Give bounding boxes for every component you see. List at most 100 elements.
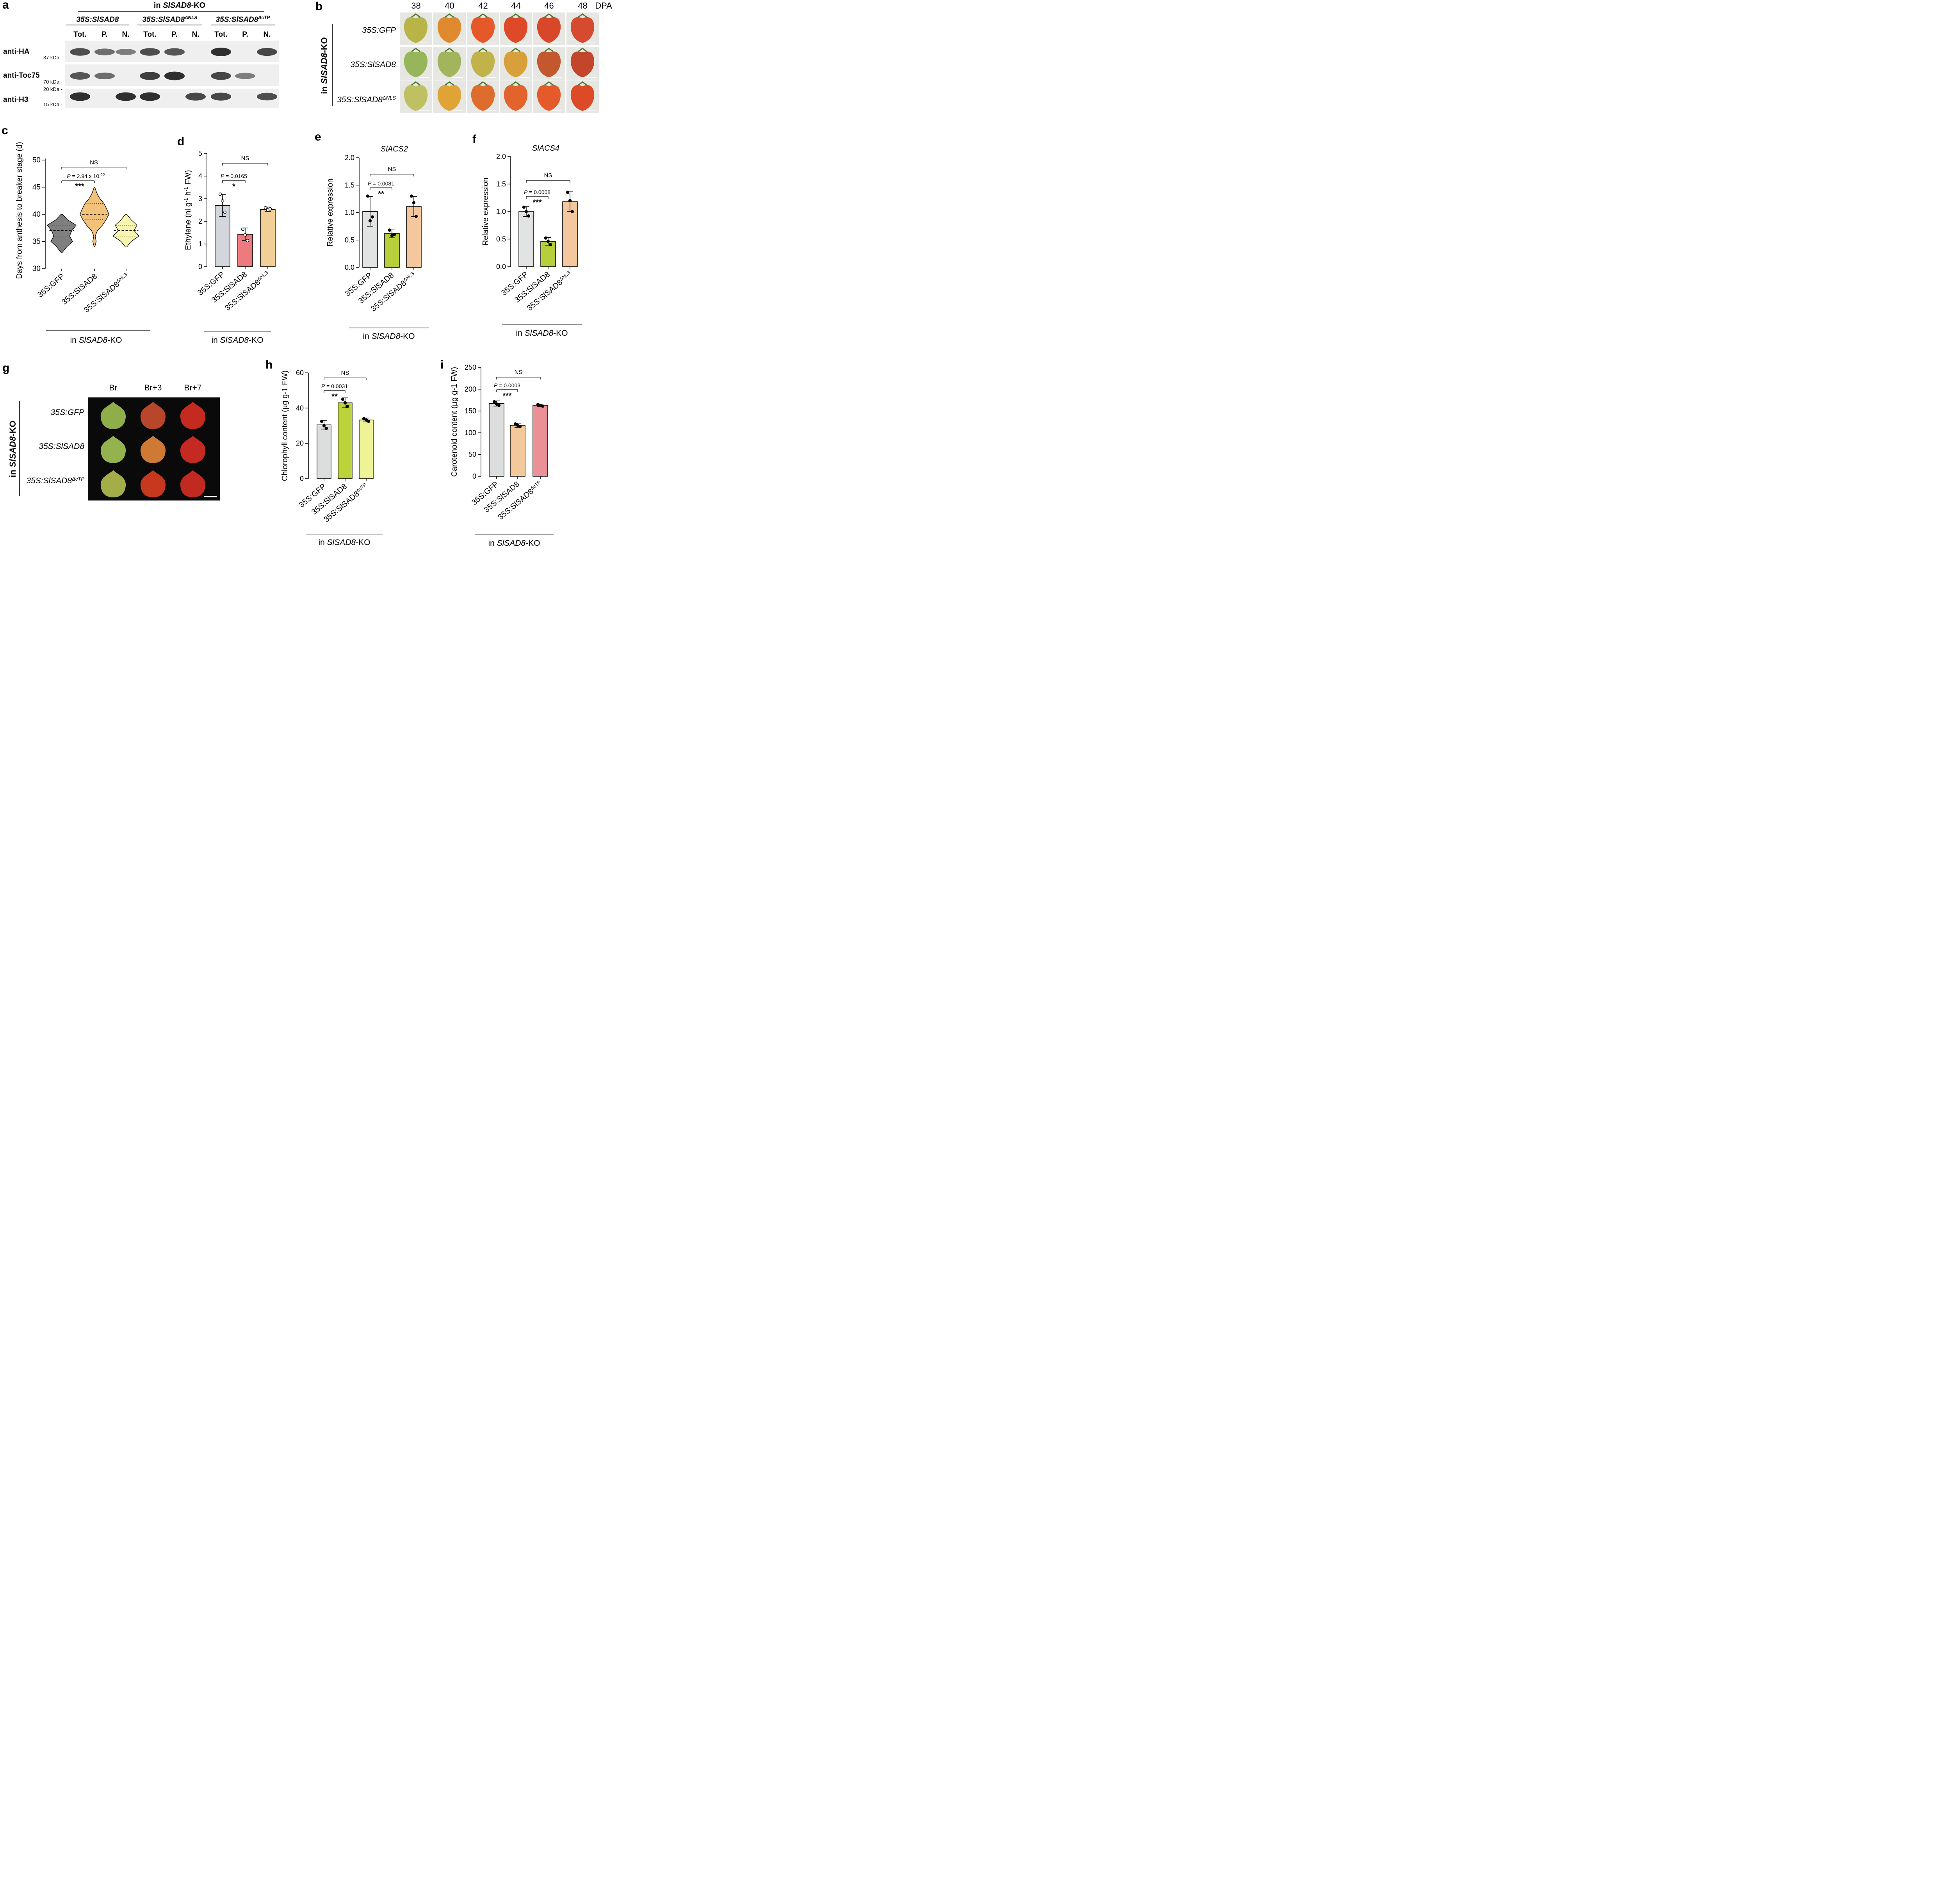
blot-band xyxy=(257,48,277,56)
y-tick-label: 30 xyxy=(32,265,41,273)
p-value: P = 2.94 x 10-22 xyxy=(67,173,105,180)
tomato-fruit xyxy=(404,51,428,77)
data-point xyxy=(221,199,224,203)
y-tick-label: 0.0 xyxy=(496,263,506,271)
data-point xyxy=(495,402,499,406)
data-point xyxy=(546,239,550,243)
p-value: P = 0.0031 xyxy=(321,383,348,389)
row-genotype: 35S:GFP xyxy=(51,408,84,417)
tomato-fruit xyxy=(504,51,528,77)
fraction-label: P. xyxy=(102,30,108,39)
bar xyxy=(237,234,253,267)
y-tick-label: 1.0 xyxy=(345,209,354,217)
blot-band xyxy=(116,92,136,101)
tomato-calyx xyxy=(478,13,488,18)
antibody-label: anti-HA xyxy=(3,48,30,56)
data-point xyxy=(322,424,326,427)
tomato-fruit xyxy=(471,17,495,43)
y-tick-label: 2.0 xyxy=(496,153,506,160)
row-genotype: 35S:SlSAD8ΔNLS xyxy=(337,95,396,105)
blot-band xyxy=(70,48,90,56)
y-axis-label: Ethylene (nl g-1 h-1 FW) xyxy=(183,170,193,250)
blot-band xyxy=(164,48,185,56)
tomato-fruit xyxy=(140,402,166,429)
blot-band xyxy=(140,92,160,101)
data-point xyxy=(392,233,396,236)
panel-c: c 30 35 40 45 50 Days from anthesis to breaker… xyxy=(2,124,150,345)
group-label: in SlSAD8-KO xyxy=(516,329,568,338)
day-label: 40 xyxy=(445,1,454,11)
data-point xyxy=(241,228,245,231)
data-point xyxy=(346,404,349,408)
bar xyxy=(260,209,276,267)
panel-b: b 38 40 42 44 46 48 DPA in SlSAD8-KO 35S:GFP 35S:S… xyxy=(315,0,612,113)
y-tick-label: 35 xyxy=(32,238,41,246)
data-point xyxy=(268,207,272,211)
tomato-fruit xyxy=(180,436,206,463)
row-genotype: 35S:SlSAD8 xyxy=(39,442,84,451)
p-value: P = 0.0008 xyxy=(524,189,550,195)
blot-band xyxy=(211,93,231,101)
y-tick-label: 2.0 xyxy=(345,154,354,162)
day-label: 46 xyxy=(544,1,554,11)
data-point xyxy=(414,215,418,218)
group-label: in SlSAD8-KO xyxy=(488,539,540,547)
data-point xyxy=(527,214,531,218)
data-point xyxy=(223,210,227,214)
row-genotype: 35S:SlSAD8ΔcTP xyxy=(26,476,84,486)
y-tick-label: 250 xyxy=(465,363,476,371)
tomato-fruit xyxy=(570,17,595,43)
y-tick-label: 4 xyxy=(198,172,202,180)
y-tick-label: 0.0 xyxy=(345,264,354,271)
data-point xyxy=(568,199,572,202)
data-point xyxy=(343,401,347,404)
day-label: 42 xyxy=(478,1,488,11)
tomato-calyx xyxy=(445,81,454,86)
data-point xyxy=(412,201,416,205)
data-point xyxy=(541,404,545,408)
violin xyxy=(80,187,109,248)
stage-label: Br xyxy=(109,383,118,392)
y-tick-label: 2 xyxy=(198,217,202,225)
y-tick-label: 0.5 xyxy=(345,236,354,244)
tomato-calyx xyxy=(578,48,587,52)
ns-label: NS xyxy=(544,172,552,179)
size-marker: 37 kDa - xyxy=(43,55,62,61)
x-tick-label: 35S:GFP xyxy=(36,272,66,299)
blot-band xyxy=(140,72,160,80)
p-value: P = 0.0165 xyxy=(221,173,247,179)
tomato-fruit xyxy=(504,85,528,111)
tomato-fruit xyxy=(437,17,461,43)
y-tick-label: 200 xyxy=(465,385,476,393)
tomato-calyx xyxy=(411,13,420,18)
significance-stars: *** xyxy=(75,182,84,191)
tomato-fruit xyxy=(100,436,126,463)
tomato-calyx xyxy=(411,48,420,52)
y-axis-label: Chlorophyll content (µg g-1 FW) xyxy=(281,370,289,481)
bar xyxy=(359,419,374,479)
significance-stars: * xyxy=(232,182,235,191)
tomato-calyx xyxy=(445,48,454,52)
panel-letter-e: e xyxy=(315,130,321,143)
data-point xyxy=(367,420,370,423)
day-label: 48 xyxy=(578,1,587,11)
panel-letter-h: h xyxy=(265,358,272,371)
tomato-fruit xyxy=(180,402,206,429)
y-tick-label: 0 xyxy=(198,263,202,271)
tomato-fruit xyxy=(471,85,495,111)
tomato-calyx xyxy=(544,48,554,52)
y-tick-label: 1 xyxy=(198,240,202,248)
p-value: P = 0.0081 xyxy=(368,180,394,187)
y-tick-label: 50 xyxy=(32,156,41,164)
size-marker: 70 kDa - xyxy=(43,79,62,85)
y-tick-label: 1.0 xyxy=(496,208,506,216)
tomato-calyx xyxy=(544,13,554,18)
significance-stars: *** xyxy=(533,198,542,207)
data-point xyxy=(246,239,249,242)
panel-letter-b: b xyxy=(315,0,322,13)
data-point xyxy=(544,236,548,240)
panel-f: f SlACS4 0.0 0.5 1.0 1.5 2.0 Relative expressio… xyxy=(472,133,582,338)
stage-label: Br+3 xyxy=(144,383,162,392)
